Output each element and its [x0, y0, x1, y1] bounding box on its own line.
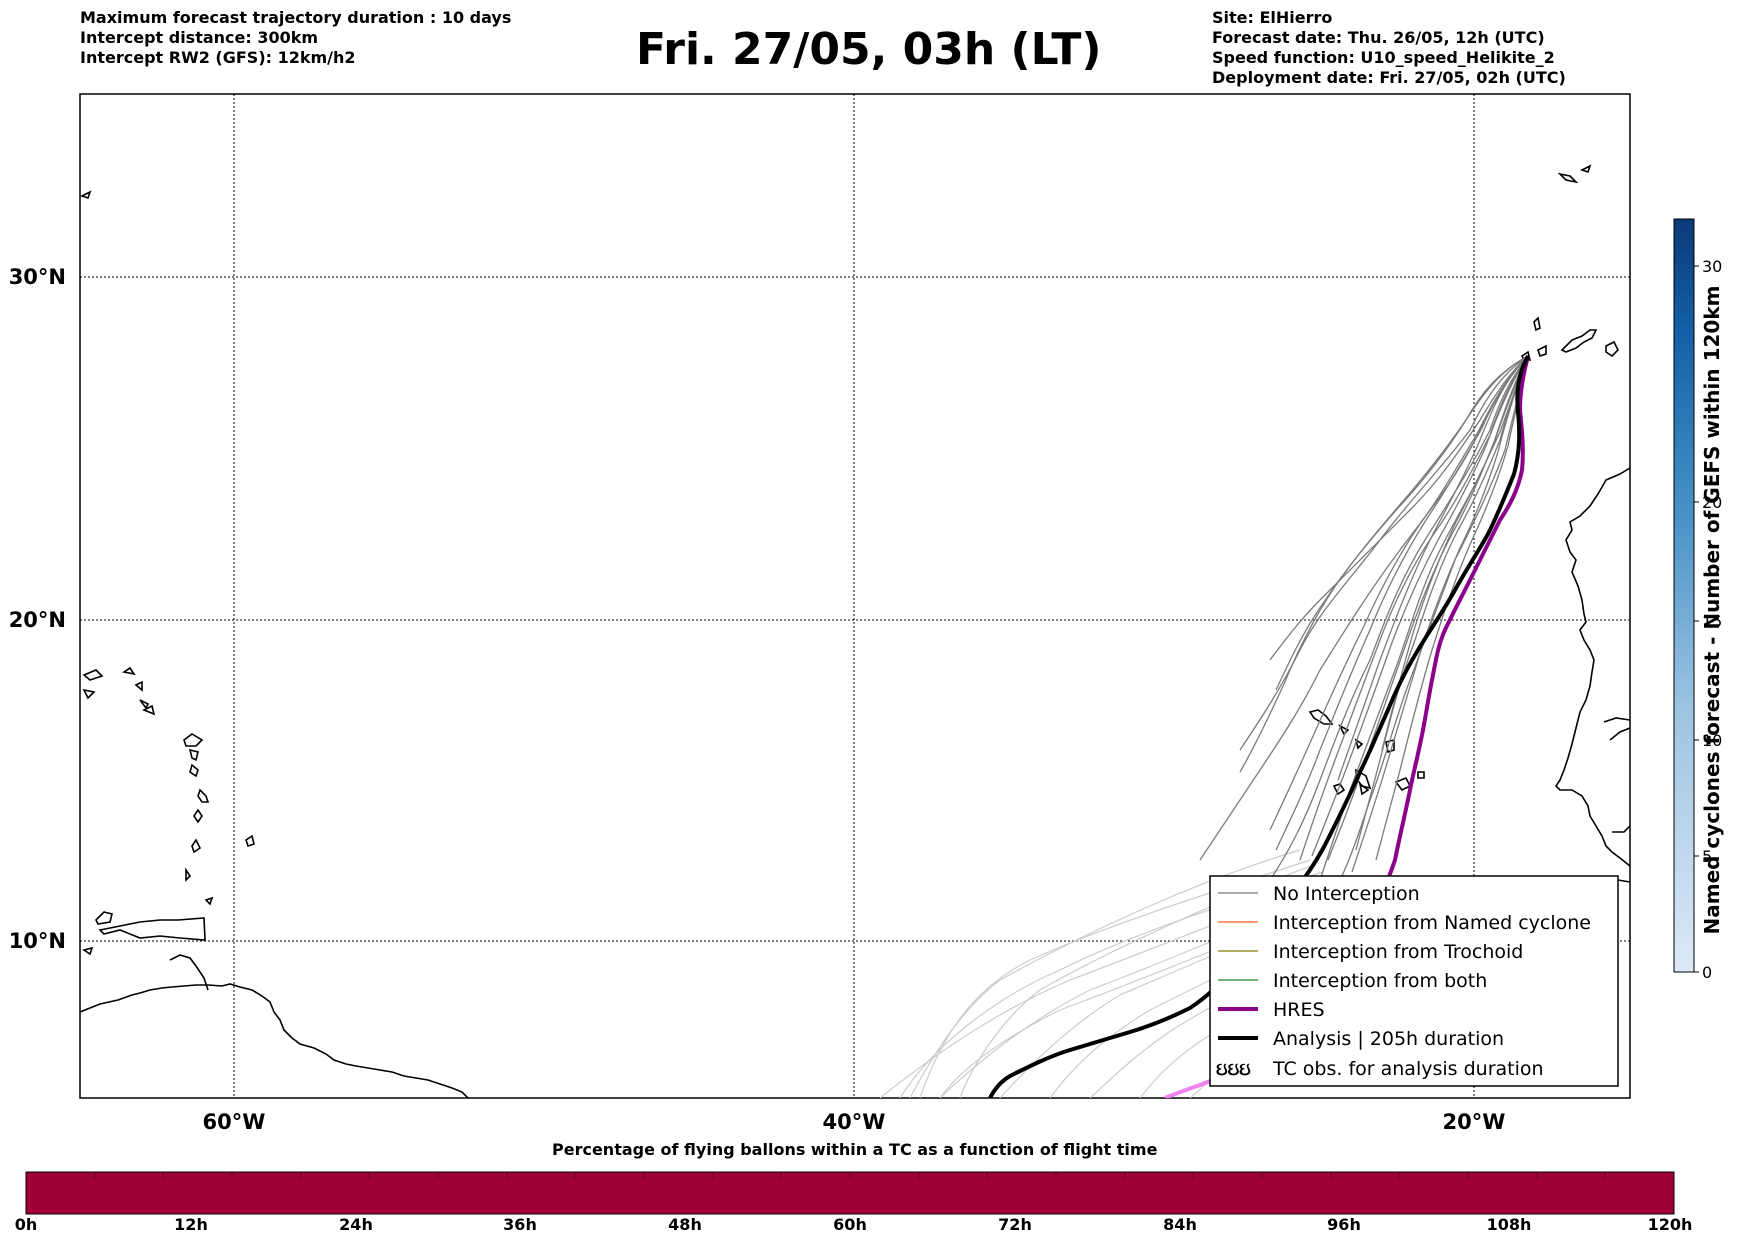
coastline-south-america — [80, 983, 469, 1098]
cb-right-tick-10: 10 — [1702, 731, 1722, 750]
legend-label-both: Interception from both — [1273, 970, 1487, 992]
colorbar-right: 0 5 10 15 20 30 — [1673, 218, 1722, 982]
legend-label-hres: HRES — [1273, 999, 1325, 1021]
cb-right-tick-15: 15 — [1702, 612, 1722, 631]
bottom-colorbar-title: Percentage of flying ballons within a TC… — [552, 1140, 1158, 1159]
cb-bottom-tick-96h: 96h — [1327, 1215, 1361, 1234]
cb-bottom-tick-12h: 12h — [174, 1215, 208, 1234]
coastline-cape-verde — [1308, 709, 1334, 725]
colorbar-right-gradient — [1673, 218, 1695, 973]
lon-label-60w: 60°W — [203, 1110, 266, 1134]
max-duration-text: Maximum forecast trajectory duration : 1… — [80, 8, 512, 27]
legend-label-tc-obs: TC obs. for analysis duration — [1272, 1058, 1544, 1080]
lat-label-30n: 30°N — [9, 265, 66, 289]
page-title: Fri. 27/05, 03h (LT) — [636, 24, 1102, 75]
longitude-labels: 60°W 40°W 20°W — [203, 1110, 1506, 1134]
lon-label-20w: 20°W — [1443, 1110, 1506, 1134]
header-info-right: Site: ElHierro Forecast date: Thu. 26/05… — [1212, 8, 1566, 88]
cb-bottom-tick-24h: 24h — [339, 1215, 373, 1234]
cb-bottom-tick-84h: 84h — [1163, 1215, 1197, 1234]
cb-bottom-tick-0h: 0h — [14, 1215, 38, 1234]
cb-bottom-tick-36h: 36h — [503, 1215, 537, 1234]
latitude-labels: 30°N 20°N 10°N — [9, 265, 66, 953]
legend-label-no-interception: No Interception — [1273, 883, 1420, 905]
coastlines — [80, 164, 1630, 1098]
header-info-left: Maximum forecast trajectory duration : 1… — [80, 8, 511, 68]
coastline-west-africa — [1554, 467, 1630, 867]
forecast-date-text: Forecast date: Thu. 26/05, 12h (UTC) — [1212, 28, 1545, 47]
intercept-rw2-text: Intercept RW2 (GFS): 12km/h2 — [80, 48, 356, 67]
lon-label-40w: 40°W — [823, 1110, 886, 1134]
lat-label-20n: 20°N — [9, 608, 66, 632]
legend-label-trochoid: Interception from Trochoid — [1273, 941, 1523, 963]
lat-label-10n: 10°N — [9, 929, 66, 953]
cb-bottom-tick-72h: 72h — [998, 1215, 1032, 1234]
deployment-date-text: Deployment date: Fri. 27/05, 02h (UTC) — [1212, 68, 1566, 87]
legend: No Interception Interception from Named … — [1209, 875, 1619, 1087]
legend-label-analysis: Analysis | 205h duration — [1273, 1028, 1504, 1050]
cb-bottom-tick-120h: 120h — [1647, 1215, 1693, 1234]
cb-bottom-tick-48h: 48h — [668, 1215, 702, 1234]
colorbar-bottom — [25, 1171, 1675, 1215]
legend-tc-symbol-icon: ઇઇઇ — [1216, 1059, 1251, 1080]
cb-right-tick-30: 30 — [1702, 257, 1722, 276]
cb-right-tick-0: 0 — [1702, 963, 1712, 982]
hres-trajectory — [1374, 355, 1530, 906]
analysis-trajectory — [988, 355, 1530, 1098]
colorbar-bottom-fill — [25, 1171, 1675, 1215]
legend-label-named-cyclone: Interception from Named cyclone — [1273, 912, 1591, 934]
coastline-canary-islands — [1560, 329, 1598, 353]
site-text: Site: ElHierro — [1212, 8, 1333, 27]
right-colorbar-title: Named cyclones forecast - Number of GEFS… — [1700, 285, 1724, 935]
cb-bottom-tick-108h: 108h — [1486, 1215, 1532, 1234]
cb-right-tick-5: 5 — [1702, 847, 1712, 866]
cb-bottom-tick-60h: 60h — [833, 1215, 867, 1234]
legend-box — [1209, 875, 1619, 1087]
cb-right-tick-20: 20 — [1702, 493, 1722, 512]
speed-function-text: Speed function: U10_speed_Helikite_2 — [1212, 48, 1555, 67]
intercept-distance-text: Intercept distance: 300km — [80, 28, 319, 47]
